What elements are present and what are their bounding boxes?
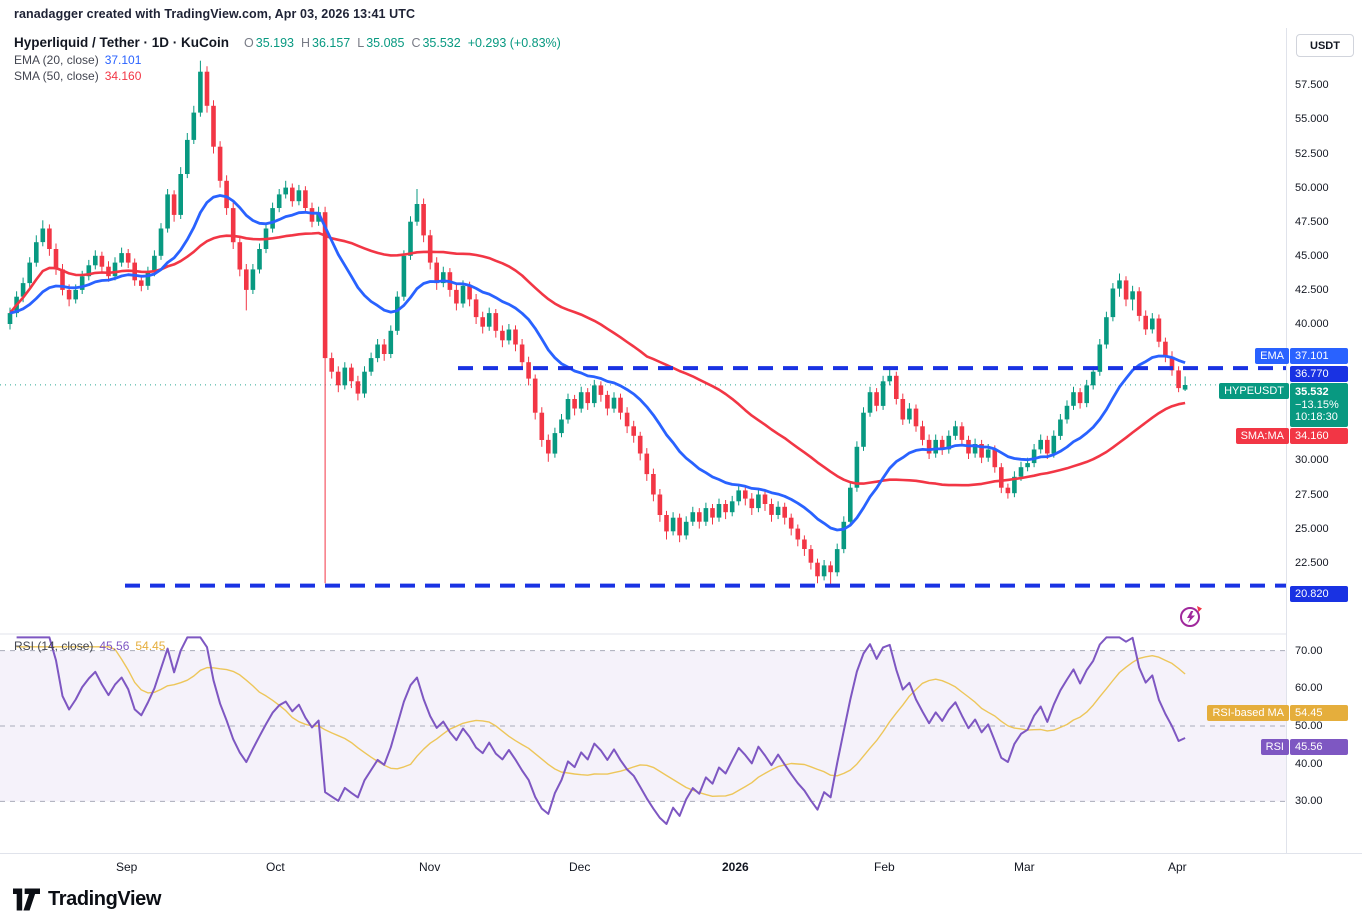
axis-tick: 52.500 (1295, 147, 1329, 160)
change-percent: −13.15% (1295, 398, 1339, 411)
last-price: 35.532 (1295, 386, 1329, 398)
candlestick-series (7, 60, 1188, 585)
rsi-legend-value: 45.56 (99, 639, 130, 653)
rsi-ma-badge-label: RSI-based MA (1207, 705, 1289, 721)
time-tick: Dec (569, 860, 591, 874)
axis-tick: 42.500 (1295, 283, 1329, 296)
axis-tick: 60.00 (1295, 682, 1323, 695)
support-badge-value: 20.820 (1290, 586, 1348, 602)
time-tick: Apr (1168, 860, 1187, 874)
symbol-badge-label: HYPEUSDT (1219, 383, 1289, 399)
event-flash-icon[interactable] (1178, 604, 1204, 635)
ohlc-open-value: 35.193 (255, 36, 294, 50)
time-axis[interactable]: Sep Oct Nov Dec 2026 Feb Mar Apr (0, 853, 1362, 879)
currency-toggle[interactable]: USDT (1296, 34, 1354, 57)
ema-legend[interactable]: EMA (20, close) 37.101 (14, 53, 141, 67)
axis-tick: 50.000 (1295, 181, 1329, 194)
sma-badge-label: SMA:MA (1235, 428, 1289, 444)
ema-axis-badge: EMA 37.101 (1255, 348, 1348, 364)
tradingview-wordmark[interactable]: TradingView (48, 887, 162, 910)
footer: TradingView (0, 879, 1362, 919)
sma-legend-label[interactable]: SMA (50, close) (14, 69, 99, 83)
support-axis-badge: 20.820 (1290, 586, 1348, 602)
axis-tick: 50.00 (1295, 720, 1323, 732)
axis-tick: 40.00 (1295, 757, 1323, 770)
rsi-legend[interactable]: RSI (14, close) 45.56 54.45 (14, 639, 165, 653)
axis-tick: 27.500 (1295, 488, 1329, 501)
axis-tick: 40.000 (1295, 318, 1329, 330)
symbol-title[interactable]: Hyperliquid / Tether · 1D · KuCoin (14, 35, 230, 50)
rsi-ma-badge-value: 54.45 (1290, 705, 1348, 721)
ohlc-close-label: C (411, 36, 421, 50)
ema-legend-label[interactable]: EMA (20, close) (14, 53, 99, 67)
axis-tick: 30.00 (1295, 795, 1323, 808)
time-tick: Sep (116, 860, 138, 874)
resistance-axis-badge: 36.770 (1290, 366, 1348, 382)
symbol-badge-value: 35.532 −13.15% 10:18:30 (1290, 383, 1348, 427)
rsi-axis-badge: RSI 45.56 (1260, 739, 1348, 755)
rsi-ma-axis-badge: RSI-based MA 54.45 (1207, 705, 1348, 721)
sma-legend[interactable]: SMA (50, close) 34.160 (14, 69, 141, 83)
ohlc-high-value: 36.157 (312, 36, 351, 50)
ema-line (9, 194, 1186, 532)
rsi-line (16, 636, 1186, 825)
axis-tick: 55.000 (1295, 113, 1329, 126)
ohlc-open-label: O (244, 36, 254, 50)
axis-tick: 70.00 (1295, 644, 1323, 657)
symbol-legend[interactable]: Hyperliquid / Tether · 1D · KuCoin O 35.… (14, 35, 561, 50)
axis-tick: 47.500 (1295, 215, 1329, 228)
time-tick: Mar (1014, 860, 1035, 874)
rsi-badge-value: 45.56 (1290, 739, 1348, 755)
attribution-text: ranadagger created with TradingView.com,… (14, 7, 416, 21)
time-tick: Nov (419, 860, 441, 874)
axis-tick: 22.500 (1295, 556, 1329, 569)
ohlc-low-label: L (357, 36, 365, 50)
rsi-legend-label[interactable]: RSI (14, close) (14, 639, 94, 653)
daily-change: +0.293 (+0.83%) (467, 36, 561, 50)
time-tick: Oct (266, 860, 285, 874)
time-tick: 2026 (722, 860, 749, 874)
axis-tick: 45.000 (1295, 249, 1329, 262)
ohlc-low-value: 35.085 (366, 36, 405, 50)
sma-legend-value: 34.160 (104, 69, 142, 83)
axis-tick: 30.000 (1295, 454, 1329, 467)
sma-line (8, 231, 1186, 487)
ohlc-close-value: 35.532 (422, 36, 461, 50)
ohlc-high-label: H (300, 36, 311, 50)
symbol-price-badge: HYPEUSDT 35.532 −13.15% 10:18:30 (1219, 383, 1348, 427)
price-chart-canvas[interactable] (0, 28, 1286, 853)
ema-badge-label: EMA (1255, 348, 1289, 364)
ema-legend-value: 37.101 (104, 53, 142, 67)
axis-tick: 57.500 (1295, 79, 1329, 92)
rsi-ma-legend-value: 54.45 (135, 639, 166, 653)
time-tick: Feb (874, 860, 895, 874)
rsi-badge-label: RSI (1260, 739, 1289, 755)
sma-axis-badge: SMA:MA 34.160 (1235, 428, 1348, 444)
ema-badge-value: 37.101 (1290, 348, 1348, 364)
resistance-badge-value: 36.770 (1290, 366, 1348, 382)
sma-badge-value: 34.160 (1290, 428, 1348, 444)
axis-tick: 25.000 (1295, 522, 1329, 535)
tradingview-logo-icon[interactable] (13, 887, 40, 911)
bar-countdown: 10:18:30 (1295, 411, 1338, 423)
